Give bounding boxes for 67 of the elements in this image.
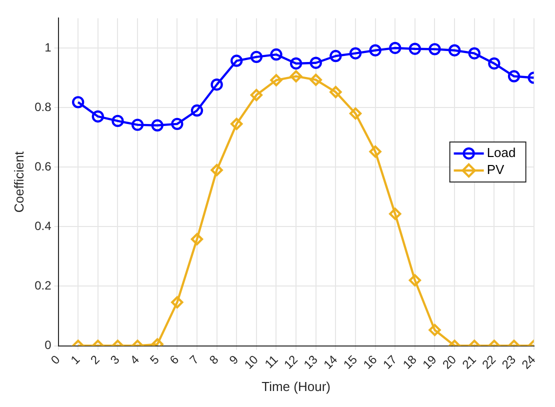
y-tick-label: 0.2 — [34, 278, 52, 293]
point — [171, 118, 184, 130]
x-tick-label: 17 — [380, 352, 400, 372]
point — [290, 57, 302, 70]
point — [92, 110, 104, 123]
point — [250, 50, 263, 64]
point — [468, 47, 480, 60]
point — [210, 78, 223, 91]
x-tick-label: 22 — [479, 352, 499, 372]
point — [408, 42, 422, 55]
point — [250, 88, 263, 102]
point — [112, 114, 124, 128]
point — [230, 54, 243, 67]
x-tick-label: 11 — [262, 352, 281, 372]
y-axis-title: Coefficient — [11, 151, 26, 213]
point — [508, 70, 520, 82]
x-tick-label: 23 — [499, 352, 519, 372]
x-tick-label: 7 — [186, 352, 202, 368]
point — [349, 47, 362, 60]
point — [330, 86, 342, 98]
point — [330, 50, 342, 62]
x-tick-label: 13 — [300, 352, 321, 372]
x-tick-label: 3 — [108, 352, 122, 368]
x-tick-label: 14 — [320, 352, 340, 372]
point — [210, 164, 223, 176]
point — [349, 107, 362, 120]
point — [190, 104, 204, 117]
point — [389, 42, 402, 54]
point — [310, 56, 322, 69]
point — [428, 43, 441, 56]
x-axis-title: Time (Hour) — [262, 378, 330, 394]
y-tick-label: 0.4 — [34, 218, 52, 233]
x-tick-label: 12 — [281, 352, 301, 372]
point — [389, 208, 402, 220]
point — [270, 74, 282, 86]
x-tick-label: 6 — [167, 352, 182, 368]
y-tick-label: 0 — [44, 338, 52, 352]
x-tick-label: 5 — [147, 352, 162, 368]
y-tick-label: 0.8 — [34, 100, 52, 114]
point — [310, 74, 322, 86]
x-tick-label: 9 — [226, 352, 242, 368]
x-tick-label: 2 — [88, 352, 103, 368]
point — [151, 119, 164, 132]
point — [290, 70, 302, 82]
x-tick-label: 16 — [360, 352, 380, 372]
x-tick-label: 15 — [340, 352, 360, 372]
x-tick-label: 4 — [127, 352, 142, 368]
x-tick-label: 10 — [242, 352, 262, 372]
point — [369, 44, 382, 56]
point — [488, 57, 500, 70]
y-tick-label: 0.6 — [34, 159, 52, 174]
point — [448, 44, 461, 56]
legend-label: Load — [486, 145, 516, 160]
x-tick-label: 8 — [206, 352, 222, 368]
x-tick-label: 18 — [400, 352, 420, 372]
point — [270, 48, 282, 61]
point — [131, 118, 144, 131]
point — [230, 118, 243, 130]
x-tick-label: 19 — [420, 352, 440, 372]
x-tick-label: 1 — [68, 352, 83, 368]
x-tick-label: 20 — [440, 352, 460, 372]
x-tick-label: 21 — [459, 352, 480, 372]
x-tick-label: 24 — [518, 352, 539, 372]
point — [72, 96, 84, 108]
legend-label: PV — [486, 162, 504, 178]
y-tick-label: 1 — [44, 40, 52, 54]
point — [369, 146, 382, 158]
